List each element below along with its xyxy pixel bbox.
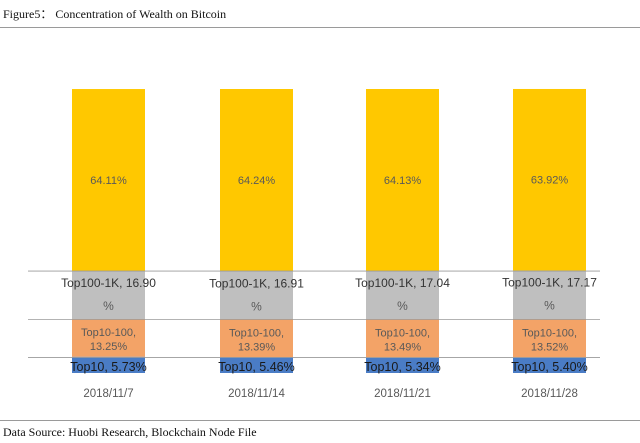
figure-title: Figure5： Concentration of Wealth on Bitc… (3, 7, 227, 21)
bar-segment-top100_1k-2 (220, 271, 293, 320)
data-label-top10-100-name-2: Top10-100, (229, 327, 284, 339)
data-label-top10-4: Top10, 5.40% (511, 360, 587, 374)
data-label-top100-1k-name-3: Top100-1K, 17.04 (355, 276, 450, 290)
data-label-top10-100-value-1: 13.25% (90, 341, 128, 353)
data-label-top10-100-name-3: Top10-100, (375, 328, 430, 340)
data-label-top10-100-value-3: 13.49% (384, 342, 422, 354)
bar-segment-top10-2 (220, 357, 293, 373)
bottom-divider (0, 420, 640, 421)
data-label-top10-100-name-4: Top10-100, (522, 327, 577, 339)
bar-segment-top100_1k-4 (513, 270, 586, 320)
source-note: Data Source: Huobi Research, Blockchain … (3, 425, 257, 439)
top-divider (0, 27, 640, 28)
data-label-top10-100-value-4: 13.52% (531, 341, 569, 353)
data-label-top100-1k-unit-2: % (251, 299, 262, 313)
data-label-rest-4: 63.92% (531, 175, 569, 187)
bar-segment-top100_1k-1 (72, 271, 145, 320)
bar-segment-top10_100-4 (513, 319, 586, 358)
x-tick-label-4: 2018/11/28 (521, 388, 578, 400)
data-label-top10-3: Top10, 5.34% (364, 360, 440, 374)
data-label-top10-100-value-2: 13.39% (238, 341, 276, 353)
x-tick-label-2: 2018/11/14 (228, 388, 285, 400)
bar-segment-top10-4 (513, 357, 586, 373)
x-tick-label-1: 2018/11/7 (83, 388, 133, 400)
data-label-rest-3: 64.13% (384, 175, 422, 187)
data-label-top10-1: Top10, 5.73% (70, 360, 146, 374)
data-label-top10-2: Top10, 5.46% (218, 360, 294, 374)
data-label-top100-1k-unit-1: % (103, 299, 114, 313)
data-label-rest-2: 64.24% (238, 175, 276, 187)
data-label-top100-1k-unit-4: % (544, 299, 555, 313)
data-label-top100-1k-name-1: Top100-1K, 16.90 (61, 276, 156, 290)
bar-segment-rest-1 (72, 89, 145, 272)
bar-segment-top10_100-2 (220, 319, 293, 358)
bar-segment-top100_1k-3 (366, 271, 439, 320)
data-label-top10-100-name-1: Top10-100, (81, 327, 136, 339)
bar-segment-top10_100-3 (366, 319, 439, 358)
data-label-rest-1: 64.11% (90, 175, 127, 187)
data-label-top100-1k-unit-3: % (397, 299, 408, 313)
bar-segment-top10-1 (72, 356, 145, 373)
data-label-top100-1k-name-2: Top100-1K, 16.91 (209, 276, 304, 290)
bar-segment-top10-3 (366, 357, 439, 373)
x-tick-label-3: 2018/11/21 (374, 388, 431, 400)
bar-segment-rest-4 (513, 88, 586, 271)
bar-segment-rest-3 (366, 89, 439, 272)
data-label-top100-1k-name-4: Top100-1K, 17.17 (502, 276, 597, 290)
bar-segment-top10_100-1 (72, 319, 145, 357)
bar-segment-rest-2 (220, 89, 293, 272)
